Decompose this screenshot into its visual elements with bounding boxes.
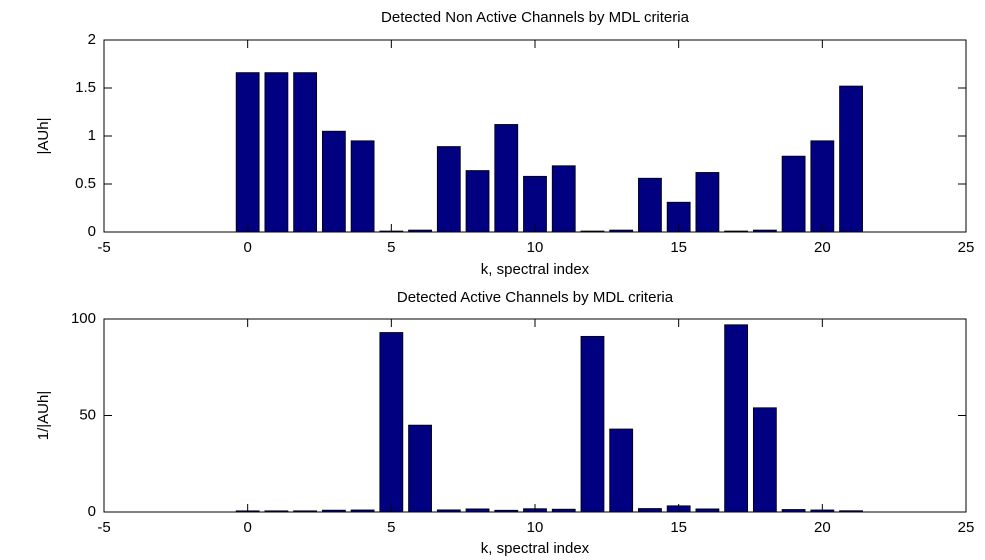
x-tick-label: 20	[814, 239, 831, 256]
bar	[695, 508, 720, 513]
bar	[235, 72, 260, 233]
y-tick-label: 0	[88, 503, 96, 520]
bar	[350, 509, 375, 513]
x-tick-label: 5	[387, 239, 395, 256]
bar	[609, 428, 634, 513]
bar	[580, 335, 605, 513]
bar	[609, 229, 634, 233]
chart-title: Detected Non Active Channels by MDL crit…	[381, 9, 690, 26]
bar	[551, 508, 576, 513]
bar	[293, 72, 318, 233]
y-tick-label: 50	[79, 406, 96, 423]
y-tick-label: 1.5	[75, 79, 96, 96]
x-tick-label: 25	[958, 519, 975, 536]
x-tick-label: 0	[243, 519, 251, 536]
bar	[781, 509, 806, 513]
bar	[724, 324, 749, 513]
bar	[810, 140, 835, 233]
x-tick-label: 0	[243, 239, 251, 256]
bar	[523, 175, 547, 233]
x-tick-label: -5	[97, 519, 110, 536]
bar	[408, 229, 432, 233]
y-axis-label: |AUh|	[35, 118, 52, 155]
x-axis-label: k, spectral index	[481, 540, 590, 557]
x-tick-label: 10	[527, 239, 544, 256]
bar	[465, 508, 490, 513]
bar	[408, 424, 432, 513]
bar	[350, 140, 375, 233]
x-tick-label: 20	[814, 519, 831, 536]
bar	[695, 172, 720, 233]
bar	[551, 165, 576, 233]
y-tick-label: 100	[71, 310, 96, 327]
x-tick-label: 5	[387, 519, 395, 536]
bar	[494, 509, 519, 513]
bar	[752, 407, 777, 513]
x-tick-label: -5	[97, 239, 110, 256]
y-axis-label: 1/|AUh|	[35, 391, 52, 440]
y-tick-label: 2	[88, 31, 96, 48]
bar	[638, 508, 662, 513]
x-tick-label: 15	[670, 519, 687, 536]
chart-title: Detected Active Channels by MDL criteria	[397, 289, 674, 306]
bar	[321, 509, 346, 513]
bar	[494, 124, 519, 233]
y-tick-label: 0.5	[75, 175, 96, 192]
x-tick-label: 25	[958, 239, 975, 256]
bar	[436, 146, 461, 233]
bar	[839, 510, 863, 513]
bar	[264, 510, 289, 513]
bar	[321, 130, 346, 233]
bar	[465, 170, 490, 233]
bar	[580, 230, 605, 233]
bar	[724, 230, 749, 233]
bar	[781, 155, 806, 233]
bar	[293, 510, 318, 513]
bar	[264, 72, 289, 233]
bar	[436, 509, 461, 513]
x-axis-label: k, spectral index	[481, 261, 590, 278]
bar	[638, 177, 662, 233]
x-tick-label: 10	[527, 519, 544, 536]
x-tick-label: 15	[670, 239, 687, 256]
bar	[379, 332, 404, 513]
axes-box	[103, 318, 967, 513]
y-tick-label: 1	[88, 127, 96, 144]
bar	[839, 85, 863, 233]
bar	[752, 229, 777, 233]
y-tick-label: 0	[88, 223, 96, 240]
